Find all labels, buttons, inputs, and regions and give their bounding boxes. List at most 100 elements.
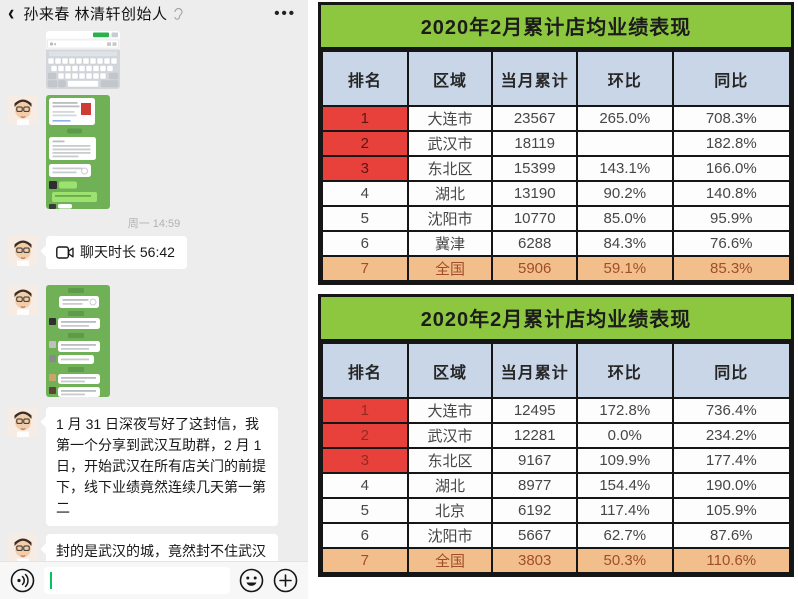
cell-mom: 62.7%	[576, 522, 674, 549]
cell-rank: 5	[321, 497, 409, 524]
chat-panel: ‹ 孙来春 林清轩创始人 •••	[0, 0, 308, 599]
emoji-icon[interactable]	[239, 568, 264, 593]
message-input[interactable]	[44, 567, 230, 594]
message-row: 封的是武汉的城，竟然封不住武汉林清轩门店业绩	[0, 534, 308, 561]
cell-region: 全国	[406, 255, 494, 282]
table-row: 2 武汉市 18119 182.8%	[321, 130, 792, 157]
cell-rank: 4	[321, 180, 409, 207]
chat-screenshot-image-1[interactable]	[46, 95, 110, 209]
cell-yoy: 234.2%	[671, 422, 792, 449]
cell-region: 东北区	[406, 447, 494, 474]
video-call-message[interactable]: 聊天时长 56:42	[46, 236, 187, 269]
cell-region: 沈阳市	[406, 522, 494, 549]
table-row: 4 湖北 13190 90.2% 140.8%	[321, 180, 792, 207]
column-header: 区域	[406, 342, 494, 399]
cell-value: 10770	[491, 205, 579, 232]
cell-value: 23567	[491, 105, 579, 132]
cell-value: 18119	[491, 130, 579, 157]
column-header: 区域	[406, 50, 494, 107]
text-caret	[50, 572, 52, 589]
cell-mom: 90.2%	[576, 180, 674, 207]
cell-region: 武汉市	[406, 422, 494, 449]
table-row: 2 武汉市 12281 0.0% 234.2%	[321, 422, 792, 449]
text-message[interactable]: 1 月 31 日深夜写好了这封信，我第一个分享到武汉互助群，2 月 1 日，开始…	[46, 407, 278, 526]
performance-table-february-cumulative-2: 2020年2月累计店均业绩表现 排名 区域 当月累计 环比 同比 1 大连市 12495 17…	[318, 294, 794, 577]
avatar[interactable]	[8, 95, 38, 125]
cell-rank: 6	[321, 230, 409, 257]
cell-value: 6288	[491, 230, 579, 257]
cell-rank: 7	[321, 547, 409, 574]
avatar[interactable]	[8, 285, 38, 315]
text-message[interactable]: 封的是武汉的城，竟然封不住武汉林清轩门店业绩	[46, 534, 278, 561]
cell-yoy: 736.4%	[671, 397, 792, 424]
cell-value: 9167	[491, 447, 579, 474]
cell-mom: 59.1%	[576, 255, 674, 282]
cell-region: 东北区	[406, 155, 494, 182]
column-header: 环比	[576, 342, 674, 399]
cell-mom: 109.9%	[576, 447, 674, 474]
cell-region: 全国	[406, 547, 494, 574]
column-header: 排名	[321, 50, 409, 107]
plus-icon[interactable]	[273, 568, 298, 593]
avatar[interactable]	[8, 534, 38, 561]
message-row: 1 月 31 日深夜写好了这封信，我第一个分享到武汉互助群，2 月 1 日，开始…	[0, 407, 308, 526]
cell-region: 北京	[406, 497, 494, 524]
cell-region: 大连市	[406, 397, 494, 424]
column-header: 当月累计	[491, 50, 579, 107]
cell-value: 12281	[491, 422, 579, 449]
cell-rank: 6	[321, 522, 409, 549]
table-row: 1 大连市 12495 172.8% 736.4%	[321, 397, 792, 424]
cell-rank: 4	[321, 472, 409, 499]
cell-region: 湖北	[406, 472, 494, 499]
cell-rank: 7	[321, 255, 409, 282]
cell-mom: 117.4%	[576, 497, 674, 524]
message-row: 聊天时长 56:42	[0, 236, 308, 269]
table-row: 6 沈阳市 5667 62.7% 87.6%	[321, 522, 792, 549]
keyboard-screenshot-image[interactable]	[46, 31, 120, 89]
cell-yoy: 85.3%	[671, 255, 792, 282]
voice-icon[interactable]	[10, 568, 35, 593]
cell-mom: 84.3%	[576, 230, 674, 257]
ear-icon	[173, 7, 183, 20]
cell-mom: 85.0%	[576, 205, 674, 232]
cell-region: 湖北	[406, 180, 494, 207]
cell-rank: 1	[321, 397, 409, 424]
performance-tables-panel: 2020年2月累计店均业绩表现 排名 区域 当月累计 环比 同比 1 大连市 23567 26…	[308, 0, 798, 599]
cell-mom: 0.0%	[576, 422, 674, 449]
cell-region: 冀津	[406, 230, 494, 257]
cell-value: 5667	[491, 522, 579, 549]
message-text: 封的是武汉的城，竟然封不住武汉林清轩门店业绩	[56, 543, 266, 559]
cell-value: 5906	[491, 255, 579, 282]
table-row: 5 北京 6192 117.4% 105.9%	[321, 497, 792, 524]
chat-input-bar	[0, 561, 308, 599]
cell-mom: 143.1%	[576, 155, 674, 182]
cell-rank: 5	[321, 205, 409, 232]
avatar[interactable]	[8, 407, 38, 437]
timestamp: 周一 14:59	[127, 218, 181, 230]
table-row: 7 全国 5906 59.1% 85.3%	[321, 255, 792, 282]
cell-mom: 172.8%	[576, 397, 674, 424]
cell-yoy: 76.6%	[671, 230, 792, 257]
table-row: 3 东北区 9167 109.9% 177.4%	[321, 447, 792, 474]
avatar[interactable]	[8, 236, 38, 266]
table-row: 7 全国 3803 50.3% 110.6%	[321, 547, 792, 574]
cell-value: 15399	[491, 155, 579, 182]
column-header: 当月累计	[491, 342, 579, 399]
chat-screenshot-image-2[interactable]	[46, 285, 110, 397]
back-icon[interactable]: ‹	[8, 1, 15, 26]
more-menu-icon[interactable]: •••	[274, 4, 296, 22]
cell-value: 12495	[491, 397, 579, 424]
cell-rank: 3	[321, 155, 409, 182]
table-title: 2020年2月累计店均业绩表现	[321, 5, 791, 50]
table-row: 4 湖北 8977 154.4% 190.0%	[321, 472, 792, 499]
column-header: 同比	[671, 342, 792, 399]
cell-yoy: 95.9%	[671, 205, 792, 232]
column-header: 排名	[321, 342, 409, 399]
cell-rank: 1	[321, 105, 409, 132]
cell-value: 3803	[491, 547, 579, 574]
cell-mom: 265.0%	[576, 105, 674, 132]
table-title: 2020年2月累计店均业绩表现	[321, 297, 791, 342]
table-row: 3 东北区 15399 143.1% 166.0%	[321, 155, 792, 182]
cell-mom: 50.3%	[576, 547, 674, 574]
